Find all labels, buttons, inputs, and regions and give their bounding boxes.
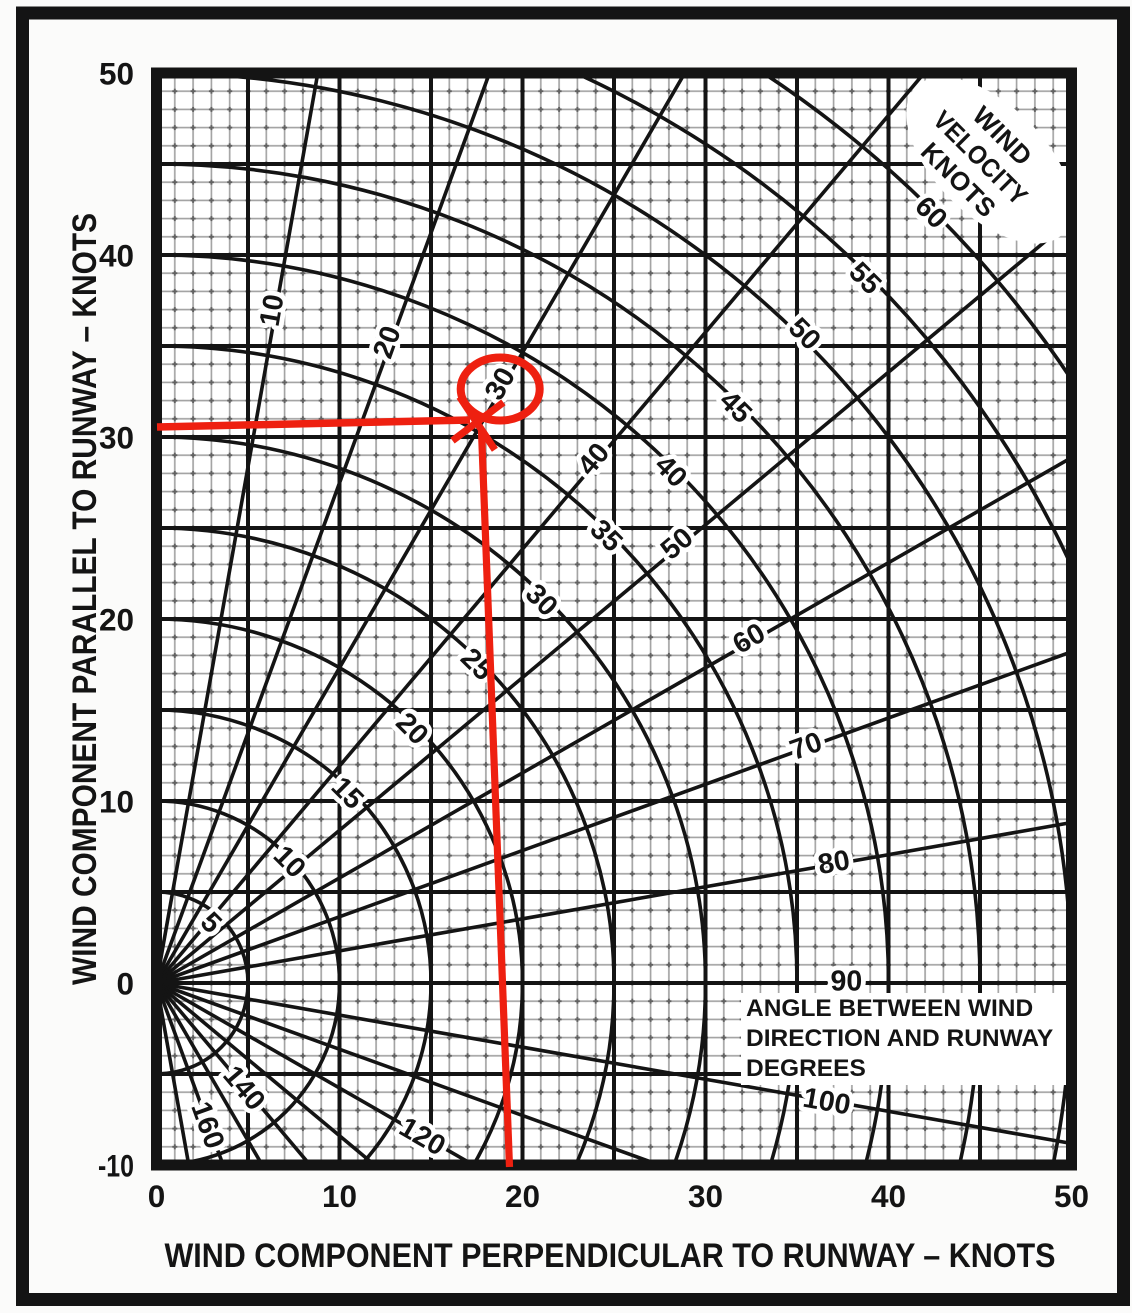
svg-text:DEGREES: DEGREES (746, 1055, 866, 1082)
svg-text:-10: -10 (98, 1147, 134, 1183)
svg-text:90: 90 (831, 966, 863, 998)
svg-text:30: 30 (688, 1178, 723, 1214)
svg-text:WIND COMPONENT PERPENDICULAR T: WIND COMPONENT PERPENDICULAR TO RUNWAY –… (165, 1237, 1056, 1275)
svg-text:20: 20 (99, 601, 134, 637)
svg-text:ANGLE BETWEEN WIND: ANGLE BETWEEN WIND (746, 995, 1033, 1022)
svg-text:10: 10 (99, 783, 134, 819)
svg-text:0: 0 (148, 1178, 166, 1214)
svg-text:50: 50 (99, 55, 134, 91)
svg-text:0: 0 (116, 965, 134, 1001)
svg-text:40: 40 (99, 237, 134, 273)
svg-text:10: 10 (254, 292, 291, 329)
svg-text:10: 10 (322, 1178, 357, 1214)
svg-text:DIRECTION AND RUNWAY: DIRECTION AND RUNWAY (746, 1025, 1053, 1052)
svg-text:80: 80 (815, 844, 852, 881)
svg-text:WIND COMPONENT PARALLEL TO RUN: WIND COMPONENT PARALLEL TO RUNWAY – KNOT… (66, 213, 104, 985)
svg-text:40: 40 (871, 1178, 906, 1214)
svg-text:20: 20 (505, 1178, 540, 1214)
svg-text:30: 30 (99, 419, 134, 455)
svg-text:50: 50 (1054, 1178, 1089, 1214)
